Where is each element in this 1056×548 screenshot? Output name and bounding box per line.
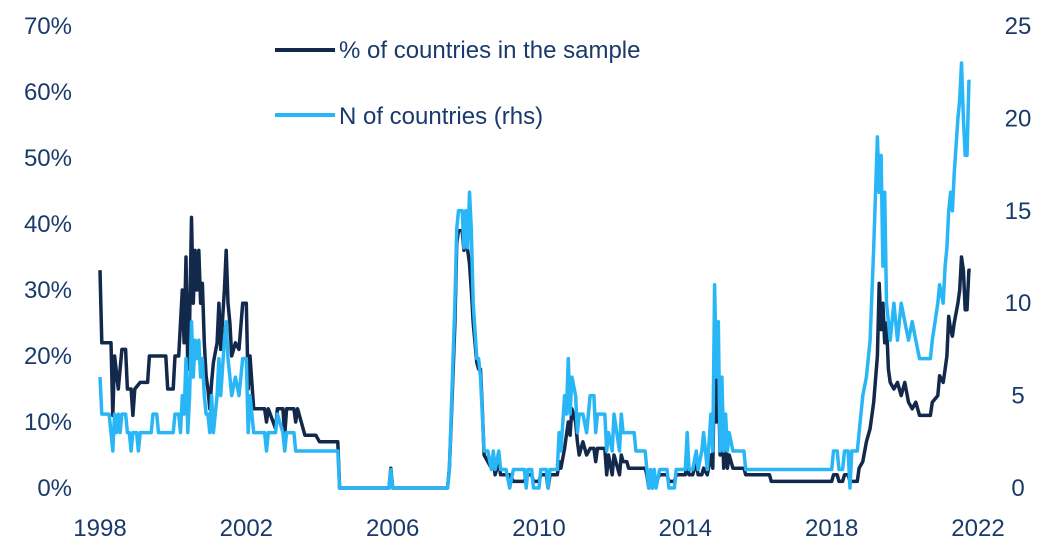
x-tick-label: 2018 xyxy=(805,515,858,542)
y-right-tick-label: 5 xyxy=(1011,383,1024,410)
x-tick-label: 2002 xyxy=(220,515,273,542)
legend: % of countries in the sample N of countr… xyxy=(275,37,641,130)
legend-label-pct: % of countries in the sample xyxy=(339,37,641,64)
legend-label-n: N of countries (rhs) xyxy=(339,103,543,130)
y-left-tick-label: 50% xyxy=(24,145,72,172)
x-tick-label: 1998 xyxy=(73,515,126,542)
y-left-tick-label: 70% xyxy=(24,13,72,40)
y-left-tick-label: 20% xyxy=(24,343,72,370)
series-line-pct-countries xyxy=(98,215,971,490)
y-left-tick-label: 30% xyxy=(24,277,72,304)
legend-entry-pct: % of countries in the sample xyxy=(275,37,641,64)
y-right-tick-label: 20 xyxy=(1005,105,1032,132)
x-tick-label: 2014 xyxy=(659,515,712,542)
x-tick-label: 2010 xyxy=(512,515,565,542)
legend-entry-n: N of countries (rhs) xyxy=(275,103,543,130)
y-left-tick-label: 40% xyxy=(24,211,72,238)
y-right-tick-label: 0 xyxy=(1011,475,1024,502)
y-left-tick-label: 60% xyxy=(24,79,72,106)
tick-layer: 0% 10% 20% 30% 40% 50% 60% 70% 0 5 10 15 20 25 1998 200… xyxy=(24,13,1031,542)
y-left-tick-label: 10% xyxy=(24,409,72,436)
x-tick-label: 2022 xyxy=(951,515,1004,542)
series-line-n-countries xyxy=(98,61,971,490)
x-tick-label: 2006 xyxy=(366,515,419,542)
y-right-tick-label: 10 xyxy=(1005,290,1032,317)
y-right-tick-label: 15 xyxy=(1005,198,1032,225)
y-left-tick-label: 0% xyxy=(37,475,72,502)
series-layer xyxy=(98,61,971,490)
y-right-tick-label: 25 xyxy=(1005,13,1032,40)
